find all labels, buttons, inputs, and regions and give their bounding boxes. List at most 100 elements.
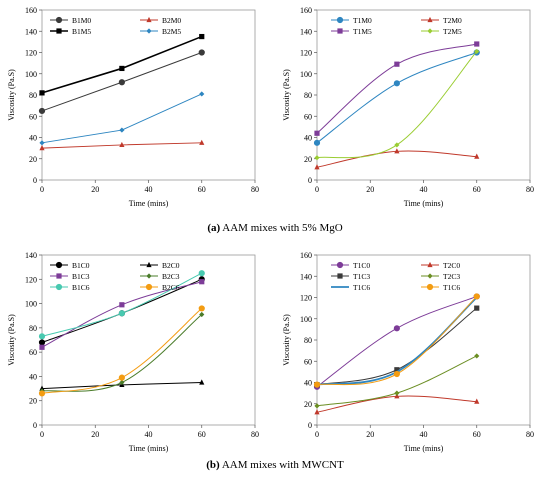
series-b2c3 <box>39 311 205 394</box>
legend-label-t1m5: T1M5 <box>353 27 372 36</box>
data-point-t1c3 <box>474 305 480 311</box>
chart-t-m-mgo: 0 20 40 60 80 100 120 140 160 0 20 40 60 80 Time (mins… <box>282 6 534 208</box>
caption-b-text: AAM mixes with MWCNT <box>221 459 344 471</box>
data-point-b2m0 <box>199 139 205 145</box>
x-tick-label: 20 <box>366 430 374 439</box>
data-point-b1m5 <box>119 65 125 72</box>
y-tick-label: 20 <box>304 400 312 409</box>
y-tick-label: 120 <box>25 275 37 284</box>
data-point-t2c0 <box>394 393 400 399</box>
data-point-b1m0 <box>118 79 125 86</box>
x-tick-label: 20 <box>91 185 99 194</box>
legend-marker-t2m0 <box>427 16 433 23</box>
y-tick-label: 100 <box>25 300 37 309</box>
y-axis-label: Viscosity (Pa.S) <box>7 69 16 121</box>
y-tick-label: 20 <box>29 155 37 164</box>
y-tick-label: 20 <box>29 397 37 406</box>
legend-label-t2m5: T2M5 <box>443 27 462 36</box>
series-line-t2m5 <box>316 51 478 159</box>
x-tick-label: 80 <box>251 430 259 439</box>
data-point-t1m5 <box>394 61 400 67</box>
legend-label-b1c0: B1C0 <box>72 261 90 270</box>
legend-marker-b1c6 <box>55 283 63 291</box>
x-tick-label: 0 <box>315 430 319 439</box>
legend: B1C0 B2C0 B1C3 B2C3 B1C6 B2C6 <box>50 261 180 292</box>
legend-marker-b1c0 <box>55 261 63 269</box>
x-tick-label: 40 <box>145 185 153 194</box>
data-point-t2c3 <box>314 403 320 409</box>
legend-marker-b1c3 <box>56 273 62 279</box>
legend-label-t1c6: T1C6 <box>443 283 460 292</box>
x-tick-label: 0 <box>40 185 44 194</box>
legend-label-t1m0: T1M0 <box>353 16 372 25</box>
data-point-t2m0 <box>474 153 480 159</box>
y-axis-label: Viscosity (Pa.S) <box>282 314 291 366</box>
data-point-b1c3 <box>199 279 205 285</box>
series-b2m0 <box>39 139 205 151</box>
legend-label-t1c3: T1C3 <box>353 272 370 281</box>
series-t1c6 <box>313 293 480 388</box>
legend-label-b1m0: B1M0 <box>72 16 91 25</box>
legend-marker-b2m0 <box>146 16 152 23</box>
data-point-t1c0 <box>393 325 400 332</box>
legend-marker-t1c6 <box>426 283 434 291</box>
x-tick-label: 60 <box>473 185 481 194</box>
data-point-t1m0 <box>393 80 400 87</box>
y-tick-label: 0 <box>33 421 37 430</box>
data-point-t1c6 <box>313 381 321 388</box>
legend-label-b2c3: B2C3 <box>162 272 180 281</box>
legend-label-t2m0: T2M0 <box>443 16 462 25</box>
x-tick-label: 80 <box>526 185 534 194</box>
y-tick-label: 0 <box>33 176 37 185</box>
y-tick-label: 120 <box>300 49 312 58</box>
legend-label-b2m0: B2M0 <box>162 16 181 25</box>
series-b1c3 <box>39 279 205 350</box>
y-tick-label: 40 <box>29 134 37 143</box>
x-tick-label: 0 <box>40 430 44 439</box>
series-t2c3 <box>314 353 480 409</box>
data-point-t1c6 <box>473 293 480 300</box>
data-point-b2c6 <box>118 374 125 381</box>
series-b2c6 <box>38 305 205 397</box>
y-tick-label: 40 <box>304 134 312 143</box>
data-point-b1m5 <box>39 90 45 96</box>
y-tick-label: 60 <box>29 348 37 357</box>
data-point-t2c3 <box>474 353 480 359</box>
series-b1m0 <box>38 49 205 115</box>
y-tick-label: 0 <box>308 176 312 185</box>
legend-label-t2c3: T2C3 <box>443 272 460 281</box>
y-tick-label: 140 <box>300 272 312 281</box>
y-tick-label: 80 <box>29 324 37 333</box>
legend-label-b2c6: B2C6 <box>162 283 180 292</box>
data-point-t2m0 <box>394 148 400 154</box>
x-tick-label: 60 <box>473 430 481 439</box>
y-tick-label: 60 <box>304 357 312 366</box>
y-tick-label: 160 <box>300 251 312 260</box>
data-point-b2c3 <box>199 311 205 318</box>
legend-marker-b2c3 <box>146 273 152 279</box>
data-point-b1c6 <box>198 270 205 277</box>
x-tick-label: 60 <box>198 185 206 194</box>
data-point-b1c3 <box>39 344 45 350</box>
data-point-b2c0 <box>39 385 45 391</box>
y-tick-label: 160 <box>300 6 312 15</box>
y-tick-label: 60 <box>29 112 37 121</box>
data-point-b1m5 <box>199 33 205 40</box>
data-point-t2m0 <box>314 164 320 170</box>
chart-b-m-mgo: 0 20 40 60 80 100 120 140 160 0 20 40 60 80 Time (mins… <box>7 6 259 208</box>
y-tick-label: 40 <box>29 372 37 381</box>
y-tick-label: 60 <box>304 112 312 121</box>
x-tick-label: 60 <box>198 430 206 439</box>
series-b2m5 <box>39 91 205 146</box>
y-axis-label: Viscosity (Pa.S) <box>7 314 16 366</box>
legend-marker-t2m5 <box>427 28 433 34</box>
series-line-b2m5 <box>41 93 202 144</box>
legend-label-t1c6: T1C6 <box>353 283 370 292</box>
series-line-t1m5 <box>316 43 477 134</box>
y-tick-label: 100 <box>300 70 312 79</box>
data-point-b2m5 <box>119 127 125 133</box>
data-point-t2m5 <box>394 142 400 148</box>
x-axis-label: Time (mins) <box>129 199 169 208</box>
legend-marker-t1m0 <box>336 16 344 24</box>
plot-frame <box>316 254 531 426</box>
